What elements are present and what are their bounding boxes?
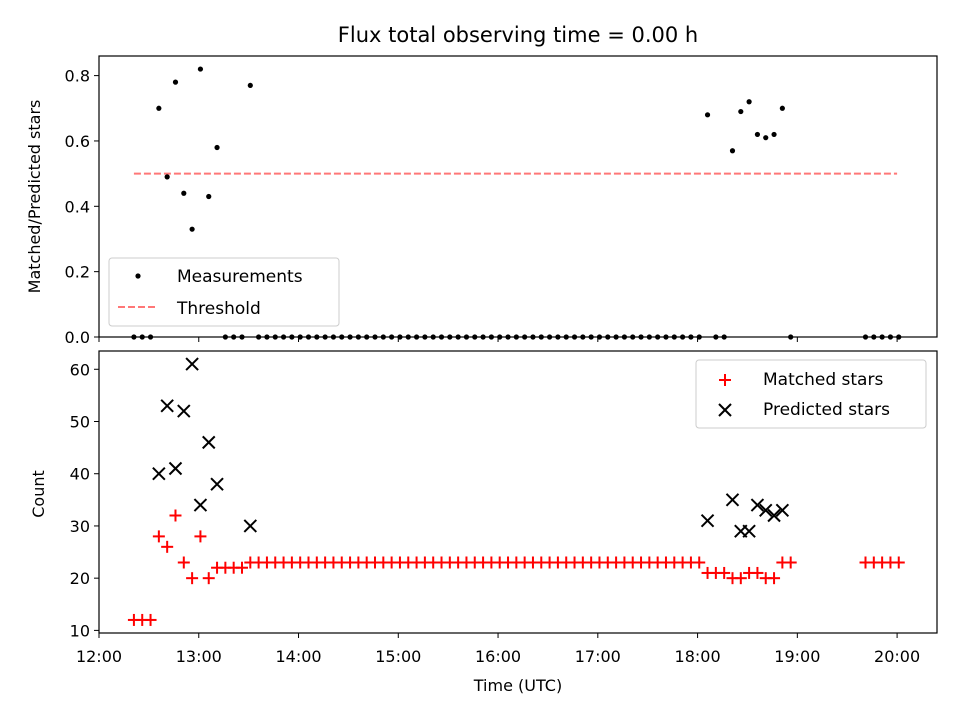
predicted-stars-point [750,498,765,512]
measurement-point [206,193,212,200]
measurement-point [763,135,769,141]
predicted-stars-point [210,477,224,491]
predicted-stars-point [700,514,715,528]
top-axes-frame [98,55,938,338]
top-y-tick-label: 0.4 [65,197,90,216]
legend-marker-predicted [718,403,732,417]
measurement-point [738,108,744,115]
matched-stars-point [144,613,157,626]
bottom-y-axis-label: Count [29,470,48,518]
measurement-point [156,105,162,111]
predicted-stars-point [759,503,773,517]
matched-stars-point [186,572,199,585]
bottom-axes-frame [98,350,938,634]
measurement-point [754,131,761,138]
top-legend-box [108,257,340,327]
top-legend: Measurements Threshold [108,257,340,327]
x-tick-label: 20:00 [874,647,920,666]
matched-stars-point [194,530,207,543]
predicted-stars-point [152,467,166,481]
predicted-stars-point [193,498,208,512]
predicted-stars-point [168,461,183,476]
x-tick-label: 13:00 [176,647,222,666]
top-y-tick-label: 0.6 [65,132,90,151]
bottom-y-ticks: 10 20 30 40 50 60 [70,360,99,640]
x-axis-label: Time (UTC) [473,676,562,695]
measurement-point [197,66,204,72]
bottom-y-tick-label: 60 [70,360,90,379]
measurement-point [746,99,752,105]
x-tick-label: 19:00 [774,647,820,666]
x-tick-label: 16:00 [475,647,521,666]
matched-stars-point [734,572,747,585]
predicted-stars-point [177,404,191,418]
top-x-ticks [98,337,898,342]
bottom-y-tick-label: 20 [70,569,90,588]
predicted-stars-point [767,508,781,523]
top-y-tick-label: 0.0 [65,328,90,347]
matched-stars-point [161,540,174,553]
x-tick-label: 12:00 [76,647,122,666]
top-panel: 0.00.20.40.60.8 Matched/Predicted stars … [25,55,938,347]
matched-stars-point [892,556,905,569]
bottom-plot-marks [127,357,905,626]
measurement-point [779,105,785,111]
predicted-stars-point [243,519,258,533]
legend-marker-matched [719,374,731,386]
matched-stars-point [718,566,731,579]
top-y-tick-label: 0.2 [65,263,90,282]
matched-stars-point [177,556,190,569]
legend-label-threshold: Threshold [176,299,261,319]
bottom-y-tick-label: 50 [70,413,90,432]
legend-label-measurements: Measurements [177,267,303,287]
bottom-y-tick-label: 40 [70,465,90,484]
predicted-stars-point [775,503,790,517]
measurement-point [214,144,220,151]
measurement-point [771,131,777,138]
predicted-stars-point [160,399,174,413]
bottom-legend: Matched stars Predicted stars [695,359,927,429]
matched-stars-point [693,556,706,569]
predicted-stars-point [202,435,216,450]
x-tick-label: 15:00 [375,647,421,666]
x-tick-label: 17:00 [575,647,621,666]
matched-stars-point [768,572,781,585]
predicted-stars-point [185,357,199,371]
bottom-y-tick-label: 30 [70,517,90,536]
top-y-ticks: 0.0 0.2 0.4 0.6 0.8 [65,67,99,347]
bottom-panel: 10 20 30 40 50 60 12:00 13:00 14:00 15:00 16:00 17… [29,350,938,695]
bottom-y-tick-label: 10 [70,621,90,640]
measurement-point [704,112,711,118]
matched-stars-point [169,509,182,522]
top-plot-marks [131,66,902,340]
legend-label-matched: Matched stars [763,370,883,390]
predicted-stars-point [725,493,740,507]
matched-stars-point [152,530,165,543]
top-y-tick-label: 0.8 [65,67,90,86]
measurement-point [247,82,253,89]
measurement-point [729,148,736,154]
legend-label-predicted: Predicted stars [763,400,890,420]
measurement-point [189,226,195,232]
matched-stars-point [751,566,764,579]
predicted-stars-point [742,524,756,538]
x-tick-label: 14:00 [275,647,321,666]
bottom-legend-box [695,359,927,429]
measurement-point [172,79,179,85]
measurement-point [181,190,187,196]
bottom-x-ticks: 12:00 13:00 14:00 15:00 16:00 17:00 18:00 19:00… [76,633,920,666]
top-y-axis-label: Matched/Predicted stars [25,100,44,294]
chart-title: Flux total observing time = 0.00 h [338,23,698,47]
matched-stars-point [235,561,248,574]
x-tick-label: 18:00 [675,647,721,666]
legend-marker-measurements [135,273,141,279]
measurement-point [164,174,170,180]
matched-stars-point [784,556,797,569]
matched-stars-point [202,572,215,585]
